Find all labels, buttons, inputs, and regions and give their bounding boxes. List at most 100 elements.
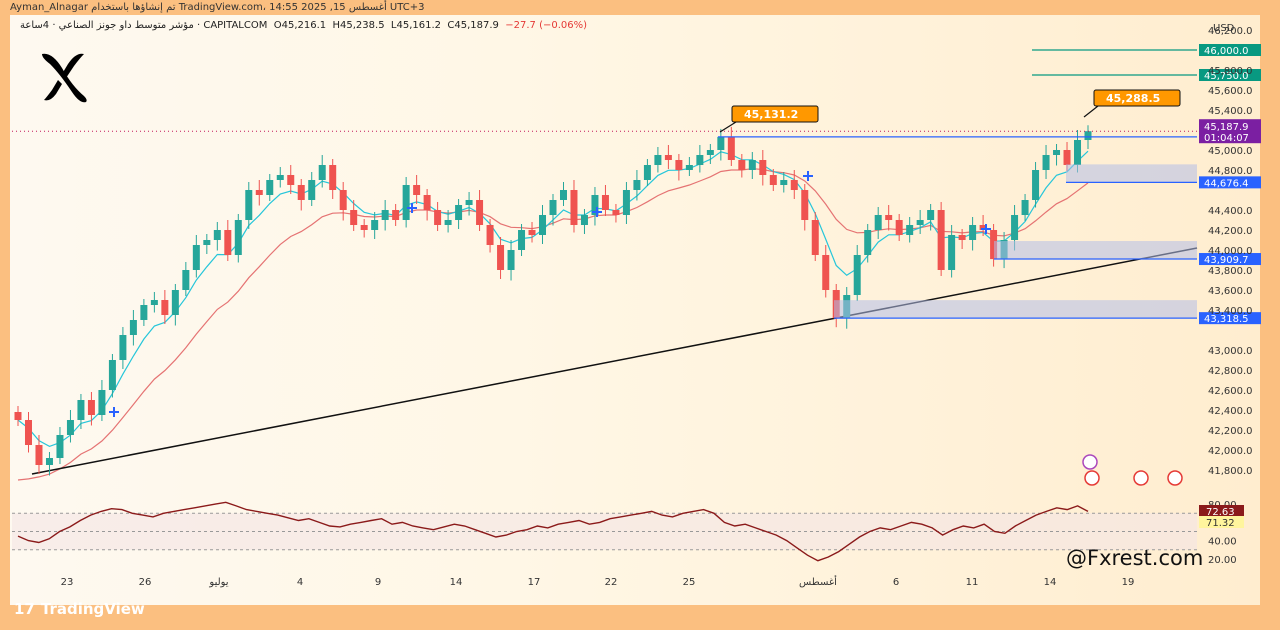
- price-level-tag: [1199, 312, 1261, 325]
- candle-body: [1042, 155, 1050, 170]
- candle-body: [402, 185, 410, 220]
- candle-body: [612, 210, 620, 215]
- rsi-signal-tag: [1199, 516, 1244, 528]
- rsi-signal-label: 71.32: [1206, 518, 1235, 529]
- candle-body: [392, 210, 400, 220]
- rsi-band: [12, 513, 1197, 550]
- candle-body: [685, 165, 693, 170]
- x-tick-label: 22: [605, 577, 618, 588]
- x-tick-label: 26: [139, 577, 152, 588]
- y-tick-label: 44,000.0: [1208, 246, 1253, 257]
- candle-body: [434, 210, 442, 225]
- signal-plus-icon: [981, 224, 991, 234]
- candle-body: [465, 200, 473, 205]
- callout-pointer: [1083, 105, 1099, 118]
- event-flash-icon: [1082, 454, 1098, 470]
- y-tick-label: 44,800.0: [1208, 166, 1253, 177]
- x-tick-label: 11: [966, 577, 979, 588]
- candle-body: [979, 225, 987, 230]
- candle-body: [559, 190, 567, 200]
- candle-body: [539, 215, 547, 235]
- y-tick-label: 42,600.0: [1208, 386, 1253, 397]
- candle-body: [727, 136, 735, 160]
- candle-body: [675, 160, 683, 170]
- candle-body: [98, 390, 106, 415]
- candle-body: [66, 420, 74, 435]
- candle-body: [717, 136, 725, 150]
- callout-box: [731, 105, 819, 123]
- event-flag-icon: [1133, 470, 1149, 486]
- x-tick-label: أغسطس: [799, 575, 837, 588]
- candle-body: [224, 230, 232, 255]
- support-zone: [1066, 164, 1197, 183]
- callout-box: [1093, 89, 1181, 107]
- signal-plus-icon: [592, 207, 602, 217]
- candle-body: [486, 225, 494, 245]
- candle-body: [1053, 150, 1061, 155]
- candle-body: [497, 245, 505, 270]
- x-tick-label: 6: [893, 577, 899, 588]
- rsi-value-tag: [1199, 505, 1244, 517]
- candle-body: [182, 270, 190, 290]
- y-tick-label: 41,800.0: [1208, 466, 1253, 477]
- y-tick-label: 43,000.0: [1208, 346, 1253, 357]
- tradingview-brand[interactable]: 17 TradingView: [14, 600, 145, 618]
- callout-label: 45,131.2: [744, 108, 798, 121]
- symbol-name[interactable]: مؤشر متوسط داو جونز الصناعي · 4ساعة · CA…: [20, 20, 268, 31]
- y-tick-label: 45,000.0: [1208, 146, 1253, 157]
- y-tick-label: 43,400.0: [1208, 306, 1253, 317]
- candle-body: [801, 190, 809, 220]
- x-tick-label: 14: [1044, 577, 1057, 588]
- candle-body: [549, 200, 557, 215]
- rsi-tick-label: 40.00: [1208, 537, 1237, 548]
- candle-body: [927, 210, 935, 220]
- current-price-tag: [1199, 119, 1261, 144]
- ohlc-high: H45,238.5: [332, 20, 385, 31]
- candle-body: [287, 175, 295, 185]
- candle-body: [696, 155, 704, 165]
- price-level-label: 44,676.4: [1204, 178, 1249, 189]
- candle-body: [780, 180, 788, 185]
- candle-body: [969, 225, 977, 240]
- candle-body: [350, 210, 358, 225]
- price-level-label: 43,909.7: [1204, 255, 1249, 266]
- candle-body: [45, 458, 53, 465]
- attribution-text: Ayman_Alnagar تم إنشاؤها باستخدام Tradin…: [10, 2, 425, 13]
- candle-body: [35, 445, 43, 465]
- candle-body: [14, 412, 22, 420]
- tradingview-brand-label: TradingView: [40, 600, 145, 618]
- x-tick-label: 23: [61, 577, 74, 588]
- support-zone: [834, 300, 1197, 319]
- event-flag-icon: [1167, 470, 1183, 486]
- candle-body: [203, 240, 211, 245]
- candle-body: [413, 185, 421, 195]
- candle-body: [570, 190, 578, 225]
- ohlc-open: O45,216.1: [273, 20, 327, 31]
- x-tick-label: 14: [450, 577, 463, 588]
- symbol-bar: مؤشر متوسط داو جونز الصناعي · 4ساعة · CA…: [20, 20, 587, 31]
- candle-body: [1084, 131, 1092, 140]
- candle-body: [360, 225, 368, 230]
- rsi-tick-label: 20.00: [1208, 555, 1237, 566]
- candle-body: [234, 220, 242, 255]
- candle-body: [916, 220, 924, 225]
- x-tick-label: 9: [375, 577, 381, 588]
- candle-body: [213, 230, 221, 240]
- candle-body: [622, 190, 630, 215]
- rsi-line: [17, 501, 1089, 562]
- ohlc-close: C45,187.9: [447, 20, 499, 31]
- candle-body: [518, 230, 526, 250]
- y-tick-label: 42,200.0: [1208, 426, 1253, 437]
- y-tick-label: 45,800.0: [1208, 66, 1253, 77]
- candle-body: [790, 180, 798, 190]
- x-tick-label: 19: [1122, 577, 1135, 588]
- trendline: [31, 247, 1198, 475]
- signal-plus-icon: [109, 407, 119, 417]
- candle-body: [1011, 215, 1019, 240]
- candle-body: [444, 220, 452, 225]
- candle-body: [528, 230, 536, 235]
- candle-body: [339, 190, 347, 210]
- candle-body: [990, 230, 998, 260]
- candle-body: [56, 435, 64, 458]
